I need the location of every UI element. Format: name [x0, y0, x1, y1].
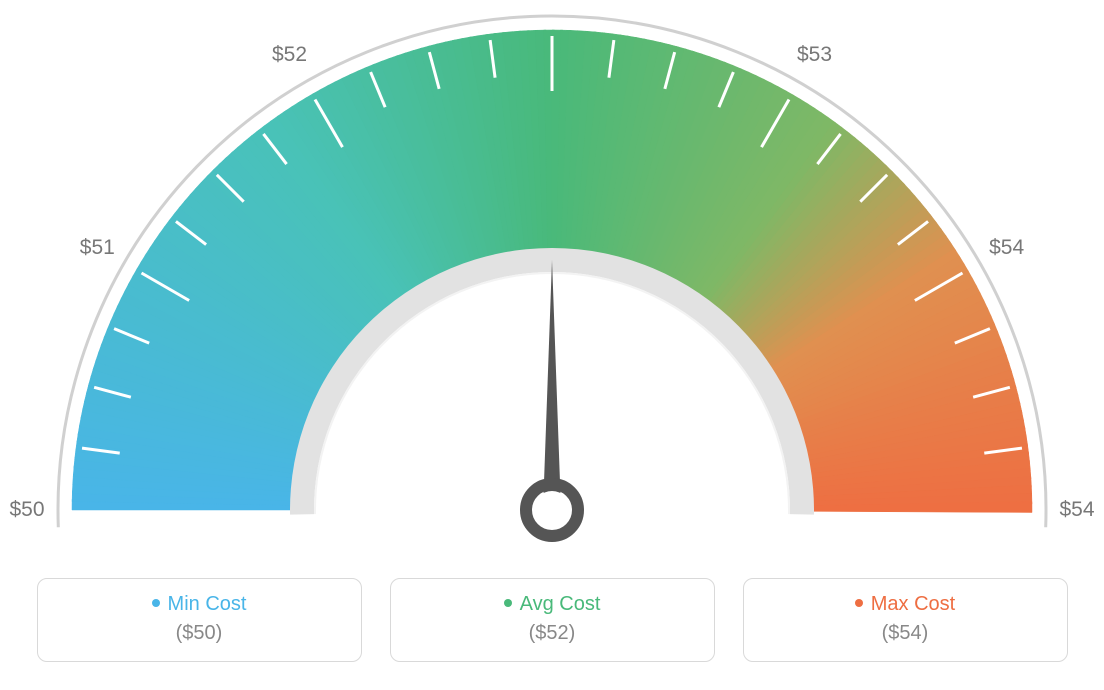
gauge-tick-label: $52: [272, 43, 307, 67]
legend-value-avg: ($52): [391, 622, 714, 645]
legend-label: Max Cost: [871, 593, 955, 615]
legend-label: Avg Cost: [520, 593, 601, 615]
legend-value-min: ($50): [38, 622, 361, 645]
gauge-tick-label: $54: [1059, 498, 1094, 522]
legend-value-max: ($54): [744, 622, 1067, 645]
dot-icon: [855, 599, 863, 607]
gauge-tick-label: $51: [80, 236, 115, 260]
gauge-tick-label: $53: [797, 43, 832, 67]
gauge-tick-label: $54: [989, 236, 1024, 260]
legend-card-max: Max Cost ($54): [743, 578, 1068, 662]
gauge-tick-label: $50: [9, 498, 44, 522]
legend-label: Min Cost: [168, 593, 247, 615]
legend-title-max: Max Cost: [744, 593, 1067, 616]
legend-card-avg: Avg Cost ($52): [390, 578, 715, 662]
legend-title-avg: Avg Cost: [391, 593, 714, 616]
legend-card-min: Min Cost ($50): [37, 578, 362, 662]
legend-title-min: Min Cost: [38, 593, 361, 616]
dot-icon: [152, 599, 160, 607]
legend-row: Min Cost ($50) Avg Cost ($52) Max Cost (…: [0, 578, 1104, 662]
gauge-svg: [0, 0, 1104, 580]
gauge-chart: $50$51$52$52$53$54$54: [0, 0, 1104, 580]
dot-icon: [504, 599, 512, 607]
